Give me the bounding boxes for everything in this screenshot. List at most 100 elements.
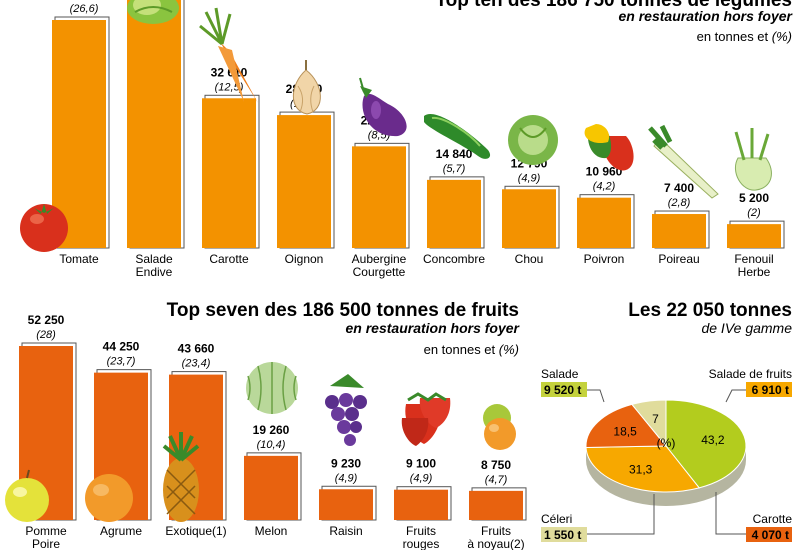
pineapple-icon bbox=[162, 432, 200, 522]
callout-carotte-box bbox=[746, 527, 792, 542]
veg-category-label: Salade bbox=[135, 252, 173, 266]
pie-slice-celeri bbox=[631, 399, 667, 448]
callout-celeri: Céleri 1 550 t bbox=[541, 494, 655, 542]
veg-header: Top ten des 186 750 tonnes de légumes en… bbox=[435, 0, 793, 44]
veg-category-label: Tomate bbox=[59, 252, 99, 266]
onion-icon bbox=[292, 60, 321, 115]
pie-slices bbox=[585, 399, 747, 493]
tomato-icon bbox=[20, 204, 68, 252]
callout-salade-name: Salade bbox=[541, 367, 579, 381]
fruit-pct-label: (23,7) bbox=[107, 356, 136, 368]
fruit-units: en tonnes et (%) bbox=[424, 342, 519, 357]
veg-bar bbox=[52, 20, 106, 248]
pie-center-label: (%) bbox=[657, 436, 676, 450]
pie-header: Les 22 050 tonnes de IVe gamme bbox=[628, 300, 792, 336]
pie-slice-salade-de-fruits bbox=[585, 445, 701, 493]
fruit-category-label: Pomme bbox=[25, 524, 67, 538]
apple-icon bbox=[5, 469, 49, 522]
pie-slice-carotte bbox=[585, 403, 668, 448]
callout-celeri-name: Céleri bbox=[541, 512, 572, 526]
veg-category-label: Poireau bbox=[658, 252, 699, 266]
callout-salade-fruits-box bbox=[746, 382, 792, 397]
fruit-bar bbox=[394, 489, 448, 520]
fruit-category-label: Poire bbox=[32, 537, 60, 550]
pie-slice-label: 43,2 bbox=[701, 433, 725, 447]
fruit-category-label: Melon bbox=[255, 524, 288, 538]
veg-value-label: 14 840 bbox=[436, 147, 473, 161]
fruit-pct-label: (4,7) bbox=[485, 474, 508, 486]
callout-salade-fruits: Salade de fruits 6 910 t bbox=[709, 367, 792, 403]
veg-value-label: 10 960 bbox=[586, 165, 623, 179]
veg-category-label: Chou bbox=[515, 252, 544, 266]
fruit-category-label: Exotique(1) bbox=[165, 524, 226, 538]
veg-icons bbox=[20, 0, 772, 252]
fruit-value-label: 43 660 bbox=[178, 342, 215, 356]
pepper-icon bbox=[584, 124, 634, 171]
fruit-category-label: Fruits bbox=[406, 524, 436, 538]
veg-category-label: Fenouil bbox=[734, 252, 773, 266]
pie-slice-label: 31,3 bbox=[629, 462, 653, 476]
veg-category-label: Oignon bbox=[285, 252, 324, 266]
fruit-value-label: 8 750 bbox=[481, 458, 511, 472]
orange-icon bbox=[85, 474, 133, 522]
fruit-pct-label: (4,9) bbox=[335, 472, 358, 484]
veg-units-pct: (%) bbox=[772, 29, 792, 44]
fruit-bar bbox=[244, 455, 298, 520]
veg-value-label: 5 200 bbox=[739, 191, 769, 205]
veg-labels: (26,6) bbox=[70, 3, 99, 15]
veg-pct-label: (5,7) bbox=[443, 163, 466, 175]
strawberry-icon bbox=[401, 392, 451, 446]
fruit-pct-label: (28) bbox=[36, 329, 56, 341]
veg-category-label: Endive bbox=[136, 265, 173, 279]
carrot-icon bbox=[199, 7, 258, 103]
veg-pct-label: (4,9) bbox=[518, 172, 541, 184]
callout-carotte-value: 4 070 t bbox=[752, 528, 789, 542]
fruit-value-label: 44 250 bbox=[103, 340, 140, 354]
fennel-icon bbox=[734, 128, 772, 191]
pie-depth-side bbox=[586, 446, 746, 506]
fruit-pct-label: (23,4) bbox=[182, 358, 211, 370]
veg-bar bbox=[352, 146, 406, 248]
veg-bar bbox=[652, 214, 706, 248]
callout-salade: Salade 9 520 t bbox=[541, 367, 605, 403]
fruit-pct-label: (10,4) bbox=[257, 439, 286, 451]
callout-carotte: Carotte 4 070 t bbox=[715, 492, 792, 542]
veg-bar bbox=[427, 179, 481, 248]
fruit-icons bbox=[5, 362, 516, 522]
fruit-bar bbox=[319, 489, 373, 520]
callout-salade-box bbox=[541, 382, 587, 397]
fruit-bar bbox=[469, 490, 523, 520]
callout-salade-fruits-name: Salade de fruits bbox=[709, 367, 792, 381]
veg-value-label: 7 400 bbox=[664, 181, 694, 195]
eggplant-icon bbox=[359, 77, 407, 137]
cabbage-icon bbox=[508, 115, 558, 165]
grapes-icon bbox=[325, 374, 367, 446]
callout-celeri-box bbox=[541, 527, 587, 542]
callout-salade-fruits-value: 6 910 t bbox=[752, 383, 789, 397]
fruit-units-label: en tonnes et bbox=[424, 342, 496, 357]
veg-bar bbox=[202, 98, 256, 248]
veg-subtitle: en restauration hors foyer bbox=[619, 8, 794, 24]
fruit-title: Top seven des 186 500 tonnes de fruits bbox=[167, 300, 519, 321]
veg-bar bbox=[502, 189, 556, 248]
fruit-value-label: 52 250 bbox=[28, 313, 65, 327]
cucumber-icon bbox=[424, 113, 491, 159]
leek-icon bbox=[648, 124, 719, 199]
veg-category-label: Aubergine bbox=[352, 252, 407, 266]
veg-bar bbox=[127, 0, 181, 248]
callout-salade-value: 9 520 t bbox=[544, 383, 581, 397]
pie-slice-label: 7 bbox=[652, 412, 659, 426]
fruit-category-label: rouges bbox=[403, 537, 440, 550]
pie-title: Les 22 050 tonnes bbox=[628, 300, 792, 321]
veg-category-label: Carotte bbox=[209, 252, 249, 266]
fruit-value-label: 9 230 bbox=[331, 456, 361, 470]
fruit-category-label: Agrume bbox=[100, 524, 142, 538]
lettuce-icon bbox=[127, 0, 179, 24]
fruit-header: Top seven des 186 500 tonnes de fruits e… bbox=[167, 300, 521, 357]
fruit-value-label: 19 260 bbox=[253, 423, 290, 437]
fruit-category-label: à noyau(2) bbox=[467, 537, 524, 550]
veg-bar bbox=[577, 197, 631, 248]
pie-slice-label: 18,5 bbox=[613, 425, 637, 439]
